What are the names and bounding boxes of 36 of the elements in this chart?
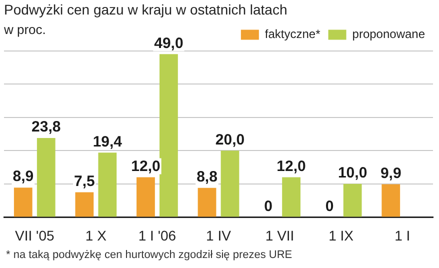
data-label: 20,0 — [215, 131, 245, 148]
data-label: 49,0 — [154, 34, 184, 52]
bar — [282, 177, 300, 217]
data-label: 19,4 — [92, 133, 123, 150]
x-tick-label: 1 VII — [265, 227, 294, 244]
bar — [343, 184, 362, 217]
bar — [160, 54, 178, 217]
x-tick-label: VII '05 — [15, 227, 54, 244]
x-tick-label: 1 IV — [206, 227, 232, 244]
bar — [136, 177, 155, 217]
bar — [98, 152, 117, 217]
data-label: 7,5 — [74, 172, 95, 190]
bar — [36, 138, 56, 217]
data-label: 0 — [264, 198, 272, 215]
x-tick-label: 1 IX — [328, 227, 354, 244]
legend-label: faktyczne* — [264, 27, 321, 42]
data-label: 8,8 — [196, 168, 218, 186]
data-label: 10,0 — [338, 164, 368, 182]
bar — [75, 192, 94, 217]
data-label: 9,9 — [380, 164, 402, 182]
bar — [198, 188, 216, 217]
data-label: 12,0 — [131, 158, 160, 175]
data-label: 0 — [325, 198, 334, 215]
bar — [382, 184, 400, 217]
data-label: 12,0 — [276, 158, 306, 175]
x-tick-label: 1 X — [85, 227, 108, 244]
bar — [220, 150, 240, 217]
bar — [14, 188, 32, 217]
y-axis-title: w proc. — [3, 22, 46, 37]
chart-title: Podwyżki cen gazu w kraju w ostatnich latach — [4, 1, 288, 18]
data-label: 8,9 — [12, 168, 34, 186]
legend-label: proponowane — [352, 27, 426, 42]
x-tick-label: 1 I — [394, 227, 410, 244]
text: * na taką podwyżkę cen hurtowych zgodził się prezes URE — [5, 248, 294, 262]
x-tick-label: 1 I '06 — [138, 227, 176, 244]
data-label: 23,8 — [32, 118, 61, 136]
